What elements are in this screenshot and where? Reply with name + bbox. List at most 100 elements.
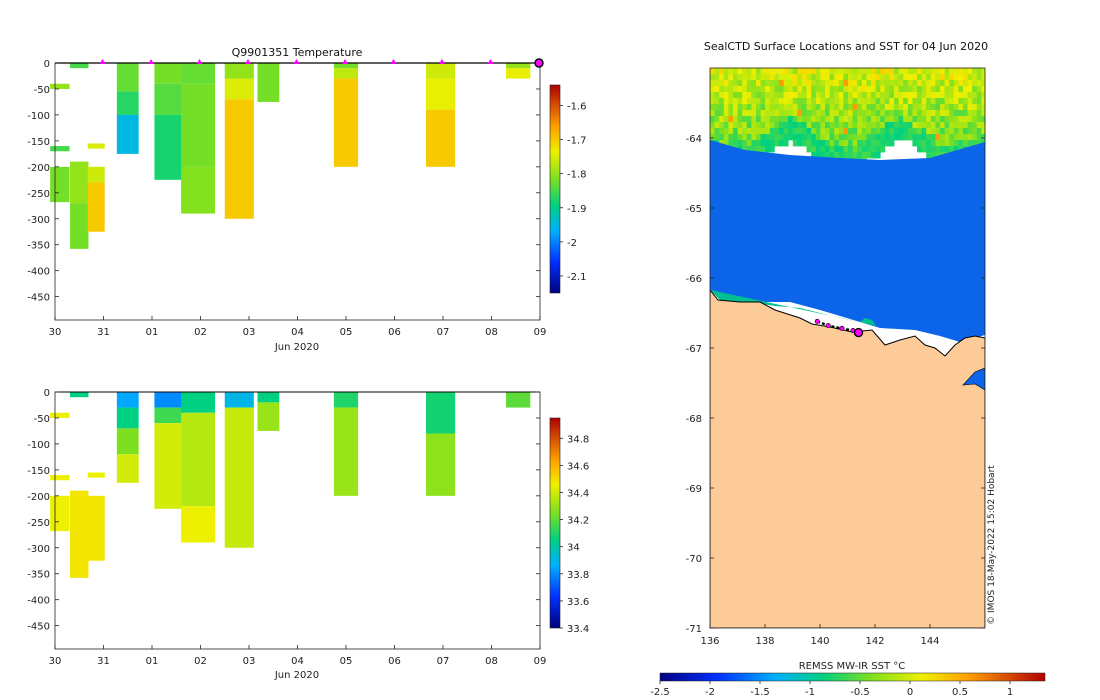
- sst-cell: [912, 92, 918, 99]
- sst-cell: [935, 80, 941, 87]
- sst-cell: [944, 146, 950, 153]
- sst-colorbar-tick-label: -2.5: [650, 687, 670, 698]
- sst-cell: [783, 68, 789, 75]
- sst-cell: [852, 86, 858, 93]
- sst-cell: [944, 110, 950, 117]
- sst-cell: [760, 68, 766, 75]
- profile-cell: [181, 83, 216, 167]
- sst-cell: [838, 128, 844, 135]
- sst-cell: [723, 134, 729, 141]
- sst-cell: [912, 128, 918, 135]
- sst-cell: [976, 134, 982, 141]
- sst-cell: [820, 86, 826, 93]
- sst-cell: [917, 98, 922, 105]
- salinity-y-ticks: 0 -50 -100 -150 -200 -250 -300 -350 -400 -450: [27, 388, 540, 633]
- sst-cell: [834, 104, 840, 111]
- profile-cell: [87, 472, 105, 478]
- sst-cell: [815, 98, 821, 105]
- sst-cell: [852, 98, 858, 105]
- profile-cell: [154, 114, 184, 180]
- sst-cell: [866, 110, 872, 117]
- sst-cell: [894, 128, 899, 135]
- sst-cell: [917, 104, 922, 111]
- sst-cell: [710, 122, 715, 129]
- sst-cell: [967, 92, 973, 99]
- sst-cell: [866, 68, 872, 75]
- sst-cell: [880, 92, 886, 99]
- sst-cell: [806, 80, 812, 87]
- sst-cell: [811, 152, 817, 159]
- sst-cell: [825, 68, 830, 75]
- sst-cell: [834, 116, 840, 123]
- surface-marker: [148, 59, 155, 64]
- sst-cell: [779, 86, 784, 93]
- sst-cell: [889, 74, 895, 81]
- sst-cell: [797, 86, 803, 93]
- sst-cell: [848, 116, 853, 123]
- colorbar-tick-label: -2: [567, 238, 577, 249]
- sst-cell: [894, 134, 899, 141]
- sst-cell: [788, 98, 794, 105]
- sst-cell: [871, 92, 876, 99]
- sst-cell: [921, 122, 927, 129]
- sst-cell: [820, 152, 826, 159]
- sst-cell: [737, 128, 743, 135]
- sst-cell: [967, 122, 973, 129]
- sst-cell: [779, 140, 784, 147]
- sst-cell: [765, 104, 771, 111]
- sst-cell: [820, 98, 826, 105]
- sst-cell: [940, 110, 945, 117]
- sst-cell: [852, 152, 858, 159]
- sst-cell: [857, 80, 863, 87]
- sst-cell: [811, 74, 817, 81]
- profile-cell: [154, 83, 184, 115]
- sst-cell: [866, 116, 872, 123]
- sst-cell: [834, 146, 840, 153]
- sst-cell: [953, 74, 959, 81]
- sst-cell: [829, 116, 835, 123]
- sst-cell: [967, 74, 973, 81]
- sst-cell: [843, 98, 849, 105]
- sst-cell: [765, 74, 771, 81]
- sst-cell: [921, 80, 927, 87]
- sst-cell: [779, 134, 784, 141]
- sst-cell: [953, 104, 959, 111]
- sst-cell: [930, 86, 936, 93]
- current-position-marker: [534, 58, 544, 68]
- sst-cell: [733, 74, 738, 81]
- sst-cell: [866, 152, 872, 159]
- salinity-panel: 0-50-100-150-200-250-300-350-400-450 30 3…: [27, 388, 589, 681]
- sst-cell: [972, 128, 978, 135]
- sst-cell: [917, 116, 922, 123]
- sst-cell: [806, 146, 812, 153]
- sst-cell: [857, 146, 863, 153]
- x-tick-label: 30: [49, 327, 62, 338]
- colorbar-tick-label: 34.2: [567, 516, 589, 527]
- sst-cell: [714, 116, 720, 123]
- sst-cell: [838, 80, 844, 87]
- sst-cell: [769, 98, 775, 105]
- sst-cell: [889, 68, 895, 75]
- sst-cell: [884, 98, 890, 105]
- sst-cell: [880, 74, 886, 81]
- profile-cell: [506, 63, 531, 69]
- sst-cell: [820, 104, 826, 111]
- sst-cell: [742, 110, 748, 117]
- sst-cell: [912, 74, 918, 81]
- map-field: [710, 68, 985, 628]
- sst-cell: [723, 116, 729, 123]
- sst-cell: [871, 74, 876, 81]
- sst-cell: [930, 122, 936, 129]
- sst-cell: [907, 110, 913, 117]
- sst-cell: [719, 92, 725, 99]
- sst-cell: [861, 80, 867, 87]
- sst-cell: [857, 86, 863, 93]
- sst-cell: [875, 86, 881, 93]
- sst-cell: [917, 140, 922, 147]
- x-tick-label: 05: [340, 656, 353, 667]
- sst-cell: [852, 128, 858, 135]
- salinity-colorbar-ticks: 34.8 34.6 34.4 34.2 34 33.8 33.6 33.4: [560, 434, 589, 635]
- sst-cell: [746, 68, 752, 75]
- sst-cell: [742, 92, 748, 99]
- sst-cell: [912, 80, 918, 87]
